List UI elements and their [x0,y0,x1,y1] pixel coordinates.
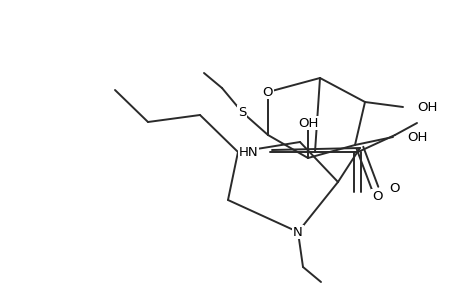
Text: OH: OH [297,116,318,130]
Text: O: O [262,85,273,98]
Text: OH: OH [406,130,426,143]
Text: O: O [388,182,398,194]
Text: OH: OH [416,100,437,113]
Text: S: S [237,106,246,118]
Text: O: O [371,190,382,202]
Text: N: N [292,226,302,238]
Text: HN: HN [238,146,257,158]
